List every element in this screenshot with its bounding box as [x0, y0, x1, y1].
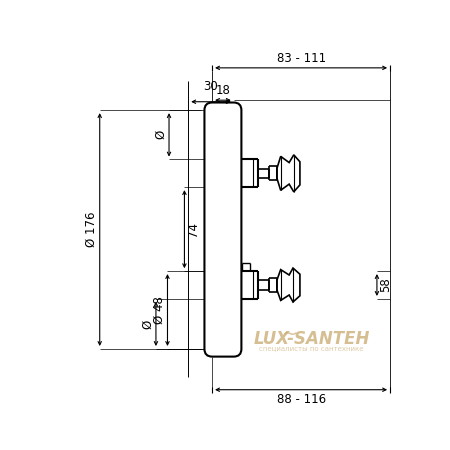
Text: Ø 48: Ø 48	[153, 296, 166, 324]
Text: специалисты по сантехнике: специалисты по сантехнике	[259, 345, 364, 351]
Text: 83 - 111: 83 - 111	[276, 52, 326, 65]
Text: 18: 18	[216, 84, 230, 97]
Text: LUX-SANTEH: LUX-SANTEH	[253, 330, 369, 348]
Text: ~: ~	[282, 325, 298, 344]
Text: 30: 30	[203, 80, 218, 93]
Text: Ø: Ø	[154, 130, 167, 140]
Text: 74: 74	[187, 222, 200, 237]
FancyBboxPatch shape	[204, 103, 241, 356]
Text: 88 - 116: 88 - 116	[276, 393, 326, 406]
Text: Ø 176: Ø 176	[85, 212, 97, 248]
Text: 58: 58	[379, 278, 392, 292]
Text: Ø: Ø	[141, 319, 154, 328]
